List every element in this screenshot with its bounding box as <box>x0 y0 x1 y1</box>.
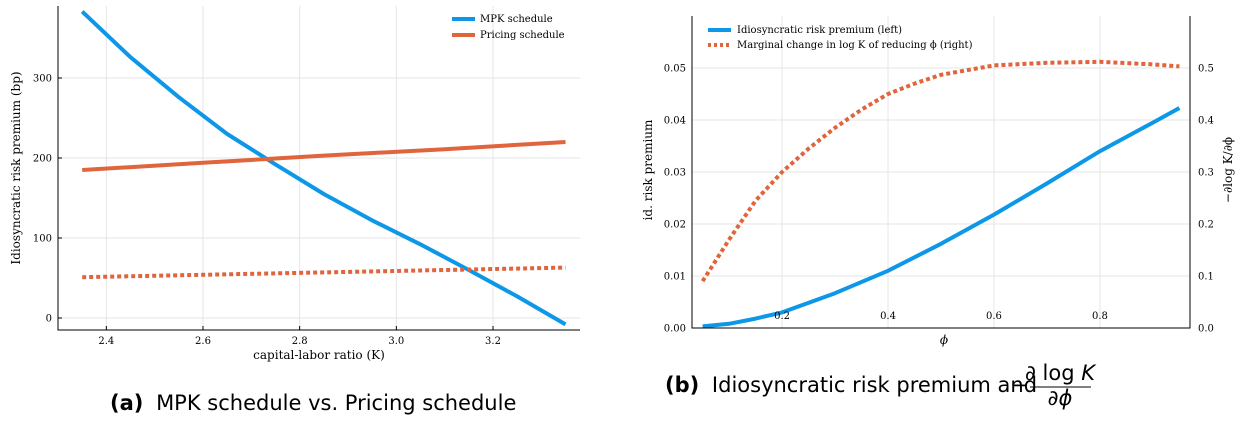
chart-b-ytick-label: 0.05 <box>664 64 686 75</box>
chart-b-ytick-right-label: 0.3 <box>1198 168 1214 179</box>
chart-a: 2.4 2.6 2.8 3.0 3.2 0 100 200 300 capital-labor … <box>9 6 580 415</box>
chart-b-ytick-right-label: 0.2 <box>1198 220 1214 231</box>
chart-b-x-label: ϕ <box>940 333 948 347</box>
chart-a-ticks: 2.4 2.6 2.8 3.0 3.2 0 100 200 300 <box>33 74 501 348</box>
chart-a-xtick-label: 2.8 <box>292 336 308 347</box>
chart-b-ytick-label: 0.04 <box>664 116 686 127</box>
chart-a-ytick-label: 200 <box>33 154 52 165</box>
chart-a-xtick-label: 3.2 <box>485 336 501 347</box>
chart-a-series <box>80 10 567 327</box>
chart-a-caption-tag: (a) <box>110 391 143 415</box>
chart-a-ytick-label: 100 <box>33 234 52 245</box>
chart-b-ytick-right-label: 0.5 <box>1198 64 1214 75</box>
chart-a-caption-text: MPK schedule vs. Pricing schedule <box>156 391 516 415</box>
chart-a-xtick-label: 2.6 <box>195 336 211 347</box>
chart-b-series <box>700 59 1181 329</box>
legend-label-pricing: Pricing schedule <box>480 30 565 41</box>
chart-b-ytick-right-label: 0.4 <box>1198 116 1214 127</box>
chart-a-series-line-2 <box>82 265 566 280</box>
chart-b-series-line-0 <box>702 106 1181 329</box>
chart-a-legend: MPK schedule Pricing schedule <box>452 14 565 41</box>
chart-b-ytick-label: 0.00 <box>664 324 686 335</box>
chart-b-ticks: 0.2 0.4 0.6 0.8 0.00 0.01 0.02 0.03 0.04 0.05 0.0 0… <box>664 64 1214 335</box>
chart-b-y-label-right: −∂log K/∂ϕ <box>1221 137 1235 203</box>
chart-b-caption: (b) Idiosyncratic risk premium and <box>665 373 1037 397</box>
chart-b-caption-fraction: − ∂ log K ∂ϕ <box>1010 361 1097 410</box>
chart-a-grid <box>58 6 580 330</box>
chart-a-x-label: capital-labor ratio (K) <box>253 348 385 362</box>
chart-b-y-label: id. risk premium <box>641 119 655 220</box>
chart-b-ytick-label: 0.02 <box>664 220 686 231</box>
chart-a-y-label: Idiosyncratic risk premium (bp) <box>9 71 23 264</box>
chart-b-caption-text: Idiosyncratic risk premium and <box>712 373 1037 397</box>
chart-b-ytick-label: 0.01 <box>664 272 686 283</box>
chart-a-series-line-1 <box>82 140 566 172</box>
chart-b-xtick-label: 0.8 <box>1092 311 1108 322</box>
chart-b-xtick-label: 0.4 <box>880 311 896 322</box>
chart-a-axes <box>57 6 580 331</box>
chart-b-ytick-label: 0.03 <box>664 168 686 179</box>
chart-b-ytick-right-label: 0.1 <box>1198 272 1214 283</box>
chart-b: 0.2 0.4 0.6 0.8 0.00 0.01 0.02 0.03 0.04 0.05 0.0 0… <box>641 16 1235 410</box>
chart-b-ytick-right-label: 0.0 <box>1198 324 1214 335</box>
chart-b-legend: Idiosyncratic risk premium (left) Margin… <box>708 25 973 51</box>
legend-label-mpk: MPK schedule <box>480 14 553 25</box>
chart-b-axes <box>691 16 1191 329</box>
chart-a-caption: (a) MPK schedule vs. Pricing schedule <box>110 391 516 415</box>
chart-a-series-line-0 <box>80 10 567 327</box>
svg-text:∂ log K: ∂ log K <box>1025 361 1097 385</box>
chart-a-ytick-label: 0 <box>46 314 52 325</box>
legend-label-idio: Idiosyncratic risk premium (left) <box>737 25 902 36</box>
chart-a-ytick-label: 300 <box>33 74 52 85</box>
chart-b-series-line-1 <box>700 59 1180 283</box>
svg-text:−: − <box>1010 373 1028 397</box>
chart-a-xtick-label: 3.0 <box>388 336 404 347</box>
chart-a-xtick-label: 2.4 <box>98 336 114 347</box>
chart-b-xtick-label: 0.2 <box>774 311 790 322</box>
legend-label-marginal: Marginal change in log K of reducing ϕ (… <box>737 40 973 51</box>
svg-text:∂ϕ: ∂ϕ <box>1048 386 1073 410</box>
chart-b-xtick-label: 0.6 <box>986 311 1002 322</box>
chart-b-caption-tag: (b) <box>665 373 699 397</box>
